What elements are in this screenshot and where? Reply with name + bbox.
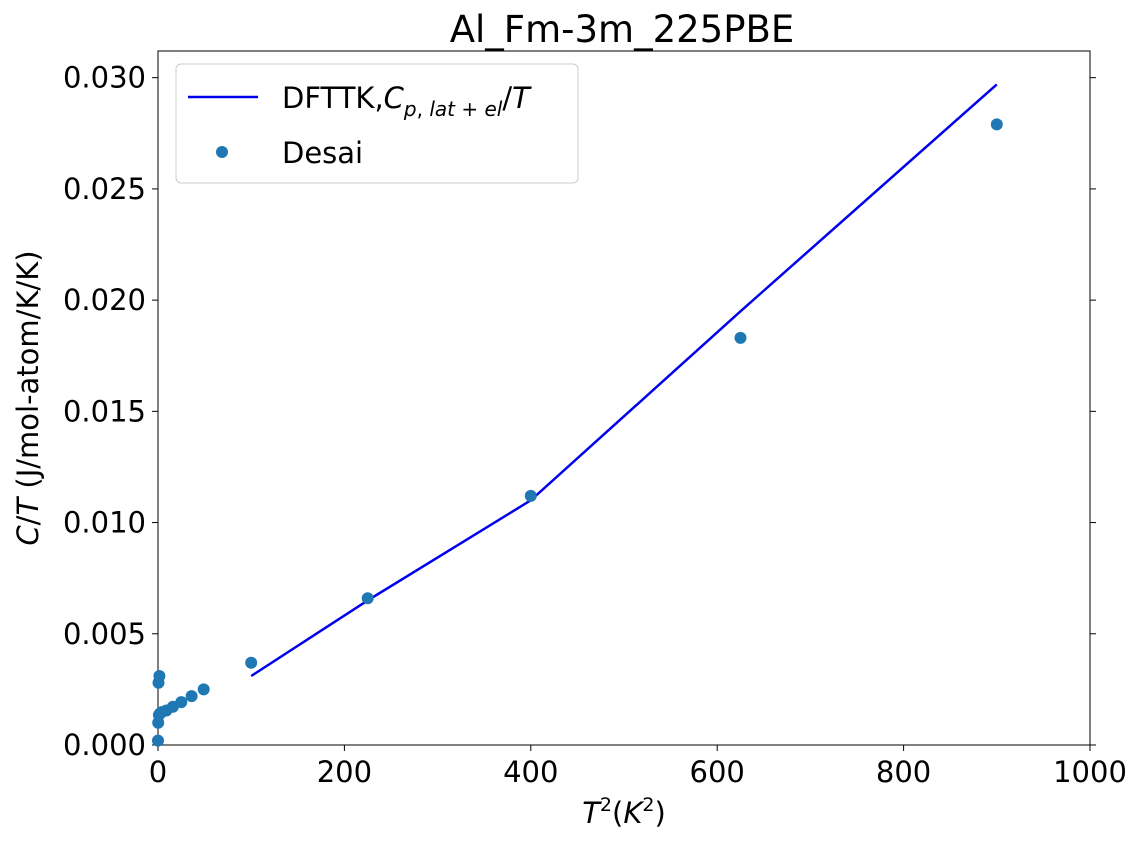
legend-entry-desai: Desai <box>282 136 363 170</box>
x-axis-label: T2(K2) <box>582 794 666 830</box>
y-tick-label: 0.030 <box>63 61 146 95</box>
x-tick-label: 400 <box>503 755 558 789</box>
data-point-desai <box>524 489 537 502</box>
x-tick-label: 800 <box>876 755 931 789</box>
legend-marker-swatch <box>216 146 228 158</box>
x-tick-label: 0 <box>149 755 167 789</box>
legend-box <box>175 63 579 184</box>
x-tick-label: 1000 <box>1053 755 1127 789</box>
y-tick-label: 0.010 <box>63 506 146 540</box>
legend: DFTTK,Cp, lat + el/T Desai <box>175 63 579 184</box>
data-point-desai <box>734 331 747 344</box>
chart-title: Al_Fm-3m_225PBE <box>450 8 795 51</box>
y-tick-label: 0.005 <box>63 617 146 651</box>
y-tick-label: 0.020 <box>63 283 146 317</box>
series-layer <box>152 83 1003 747</box>
data-point-desai <box>245 656 258 669</box>
x-tick-label: 200 <box>317 755 372 789</box>
data-point-desai <box>197 683 210 696</box>
y-tick-label: 0.000 <box>63 728 146 762</box>
data-point-desai <box>361 592 374 605</box>
x-axis: 0 200 400 600 800 1000 <box>149 745 1127 789</box>
plot-frame <box>157 50 1091 746</box>
data-point-desai <box>185 690 198 703</box>
y-axis-label: C/T (J/mol-atom/K/K) <box>11 250 45 545</box>
x-tick-label: 600 <box>690 755 745 789</box>
legend-entry-dfttk: DFTTK,Cp, lat + el/T <box>282 81 532 121</box>
data-point-desai <box>175 696 188 709</box>
data-point-desai <box>152 734 164 747</box>
y-tick-label: 0.025 <box>63 172 146 206</box>
y-axis: 0.000 0.005 0.010 0.015 0.020 0.025 0.030 <box>63 61 1096 762</box>
y-tick-label: 0.015 <box>63 394 146 428</box>
data-point-desai <box>153 670 166 682</box>
data-point-desai <box>990 118 1003 131</box>
